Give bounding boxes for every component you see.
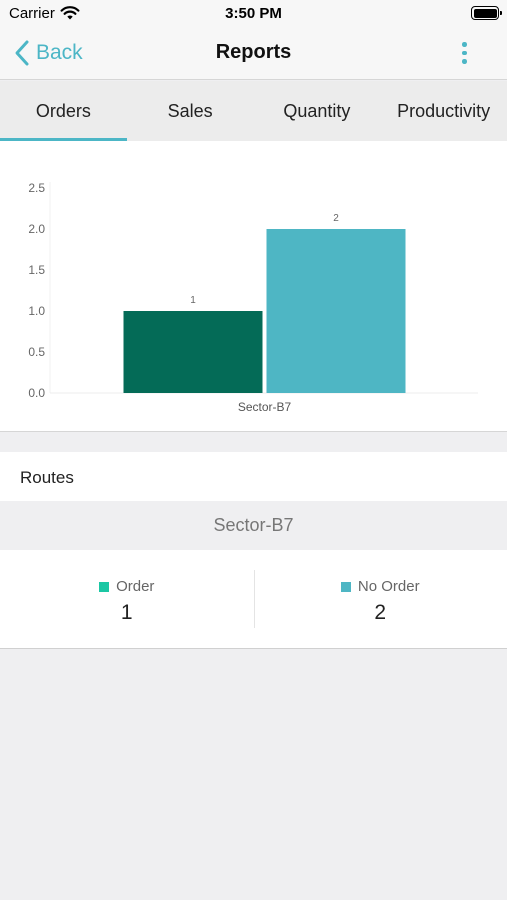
more-dot-icon — [462, 59, 467, 64]
report-tabs: Orders Sales Quantity Productivity — [0, 81, 507, 141]
legend-swatch-icon — [99, 581, 110, 592]
orders-chart-card: 0.0 0.5 1.0 1.5 2.0 2.5 1 2 Sector-B7 — [0, 141, 507, 432]
clock: 3:50 PM — [225, 5, 282, 22]
route-header: Sector-B7 — [0, 501, 507, 550]
battery-icon — [471, 6, 502, 20]
stat-order: Order 1 — [0, 550, 254, 649]
stat-value: 2 — [374, 601, 387, 624]
legend-swatch-icon — [340, 581, 351, 592]
stat-value: 1 — [120, 601, 133, 624]
bar-data-label: 1 — [190, 295, 196, 306]
routes-card: Routes Sector-B7 Order 1 No Order 2 — [0, 452, 507, 649]
stat-no-order: No Order 2 — [253, 550, 507, 649]
stat-label-row: No Order — [254, 578, 507, 595]
x-tick-label: Sector-B7 — [238, 400, 292, 414]
page-title: Reports — [215, 41, 292, 63]
more-options-button[interactable] — [456, 40, 472, 66]
y-tick-label: 2.0 — [28, 222, 45, 236]
tab-sales[interactable]: Sales — [167, 100, 213, 121]
orders-bar-chart: 0.0 0.5 1.0 1.5 2.0 2.5 1 2 Sector-B7 — [28, 181, 478, 414]
more-dot-icon — [462, 42, 467, 47]
back-label: Back — [36, 41, 83, 64]
route-stats: Order 1 No Order 2 — [0, 550, 507, 649]
carrier-label: Carrier — [9, 5, 55, 22]
stat-label-row: Order — [0, 578, 254, 595]
y-tick-label: 1.5 — [28, 263, 45, 277]
tab-productivity[interactable]: Productivity — [397, 100, 491, 121]
bar-series-1 — [123, 311, 263, 393]
y-tick-label: 2.5 — [28, 181, 45, 195]
y-tick-label: 1.0 — [28, 304, 45, 318]
bar-data-label: 2 — [333, 213, 339, 224]
stat-label: Order — [116, 578, 155, 595]
navigation-bar: Back Reports — [0, 28, 507, 80]
more-dot-icon — [462, 50, 467, 55]
y-tick-label: 0.5 — [28, 345, 45, 359]
y-tick-label: 0.0 — [28, 386, 45, 400]
tab-orders[interactable]: Orders — [0, 81, 127, 141]
status-bar: Carrier 3:50 PM — [0, 0, 507, 28]
back-button[interactable]: Back — [12, 38, 83, 68]
route-name: Sector-B7 — [213, 515, 294, 535]
wifi-icon — [60, 6, 80, 20]
routes-title: Routes — [20, 468, 74, 487]
tab-quantity[interactable]: Quantity — [283, 100, 351, 121]
stat-label: No Order — [357, 578, 420, 595]
bar-series-2 — [266, 229, 406, 393]
chevron-left-icon — [15, 40, 29, 66]
